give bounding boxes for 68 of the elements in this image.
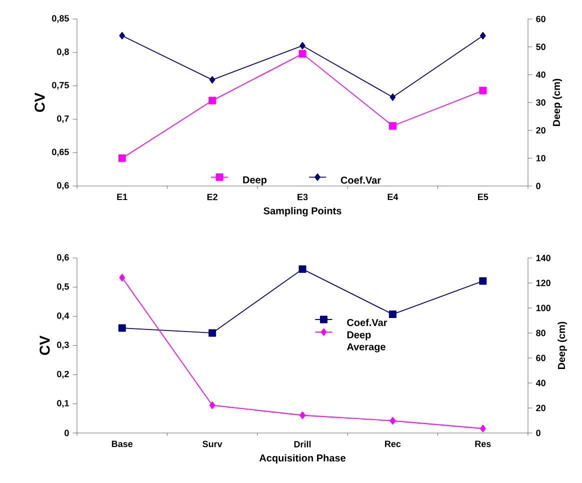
point [119,274,126,282]
point [388,122,396,130]
y2-tick-label: 60 [536,16,546,22]
y2-axis-title: Deep (cm) [558,322,567,369]
x-tick-label: E2 [207,194,218,200]
x-tick-label: Drill [294,440,311,448]
y2-tick-label: 40 [536,71,546,78]
point [208,329,216,337]
y2-tick-label: 60 [536,354,546,362]
y-axis-title: CV [34,92,45,112]
y-tick-label: 0,1 [57,400,69,408]
point [479,86,487,94]
y2-tick-label: 80 [536,330,546,336]
y2-tick-label: 120 [536,280,550,286]
y-tick-label: 0,6 [57,182,69,190]
y2-tick-label: 30 [536,99,546,106]
y-tick-label: 0,85 [52,15,69,23]
legend-label: Deep Average [346,331,386,352]
x-tick-label: E3 [298,194,308,200]
point [300,412,306,419]
x-tick-label: E4 [388,194,398,200]
point [479,277,487,285]
point [119,32,126,40]
point [298,265,306,273]
y2-tick-label: 10 [536,154,546,162]
x-axis-title: Acquisition Phase [259,454,346,464]
y-axis-title: CV [40,336,50,355]
point [118,324,126,332]
legend-label: Coef.Var [347,318,388,326]
y-tick-label: 0,5 [57,283,69,292]
point [298,50,306,58]
y-tick-label: 0,65 [52,148,69,156]
y2-axis-title: Deep (cm) [552,78,562,126]
y-tick-label: 0,6 [57,254,69,262]
y2-tick-label: 100 [536,304,550,312]
point [480,32,486,40]
point [390,93,396,101]
point [388,310,396,318]
y2-tick-label: 140 [536,254,550,262]
point [209,76,216,84]
point [118,154,126,162]
y2-tick-label: 20 [536,404,546,412]
x-tick-label: E1 [117,194,128,200]
y-tick-label: 0,7 [57,115,69,124]
point [390,417,396,424]
y-tick-label: 0,75 [52,82,69,90]
y-tick-label: 0,8 [57,48,69,56]
legend-label: Coef.Var [340,176,381,184]
x-tick-label: Rec [385,440,401,448]
x-axis-title: Sampling Points [264,207,342,216]
point [480,424,486,432]
point [300,42,306,50]
y2-tick-label: 50 [536,44,546,50]
point [209,402,216,409]
x-tick-label: Base [112,440,133,448]
y-tick-label: 0 [64,430,69,436]
y-tick-label: 0,4 [57,312,70,320]
legend-label: Deep [243,176,267,186]
y2-tick-label: 20 [536,127,546,134]
y2-tick-label: 0 [536,182,540,190]
x-tick-label: Res [475,440,491,448]
y-tick-label: 0,3 [57,342,69,350]
y2-tick-label: 40 [536,380,546,386]
y-tick-label: 0,2 [57,370,69,379]
x-tick-label: E5 [478,194,488,200]
x-tick-label: Surv [202,440,222,448]
y2-tick-label: 0 [536,430,540,436]
point [208,96,216,104]
